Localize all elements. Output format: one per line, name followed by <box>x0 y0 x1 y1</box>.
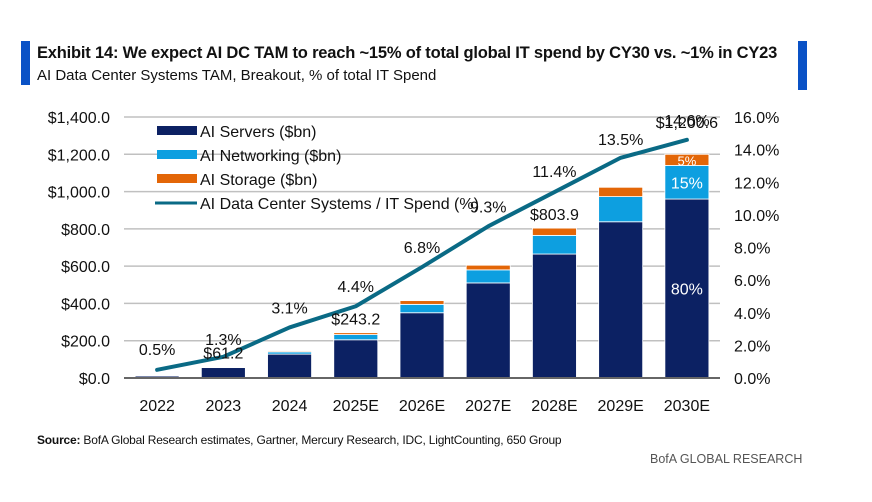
line-data-label: 1.3% <box>205 332 241 349</box>
total-data-label: $61.2 <box>203 346 243 363</box>
exhibit-subtitle: AI Data Center Systems TAM, Breakout, % … <box>37 67 437 84</box>
share-label-storage: 5% <box>677 153 696 168</box>
line-data-label: 4.4% <box>338 279 374 296</box>
accent-bar-right <box>798 41 807 90</box>
x-axis-tick-label: 2025E <box>333 398 379 415</box>
share-label-networking: 15% <box>671 175 703 192</box>
total-data-label: $803.9 <box>530 207 579 224</box>
line-data-label: 14.6% <box>664 113 709 130</box>
y-axis-right-tick-label: 12.0% <box>734 175 779 192</box>
source-note: Source: BofA Global Research estimates, … <box>37 433 562 447</box>
y-axis-right-tick-label: 10.0% <box>734 208 779 225</box>
line-data-label: 11.4% <box>532 164 576 181</box>
bar-servers <box>267 353 312 379</box>
brand-label: BofA GLOBAL RESEARCH <box>650 452 803 466</box>
legend-label: AI Storage ($bn) <box>200 172 317 189</box>
bar-servers <box>200 367 246 379</box>
bar-networking <box>465 269 511 284</box>
bar-storage <box>399 300 445 305</box>
bar-storage <box>267 350 312 353</box>
bar-storage <box>134 374 180 377</box>
y-axis-left-tick-label: $200.0 <box>61 334 110 351</box>
x-axis-tick-label: 2027E <box>465 398 511 415</box>
y-axis-right-tick-label: 4.0% <box>734 306 770 323</box>
source-label: Source: <box>37 433 81 447</box>
bar-storage <box>200 366 246 368</box>
accent-bar-left <box>21 41 30 85</box>
y-axis-left-tick-label: $600.0 <box>61 259 110 276</box>
bar-networking <box>532 234 577 255</box>
y-axis-left-tick-label: $400.0 <box>61 296 110 313</box>
x-axis-tick-label: 2024 <box>272 398 308 415</box>
bar-storage <box>333 332 379 335</box>
y-axis-right-tick-label: 16.0% <box>734 110 779 127</box>
x-axis-tick-label: 2023 <box>206 398 242 415</box>
bar-networking <box>333 334 379 341</box>
y-axis-right-tick-label: 8.0% <box>734 241 770 258</box>
bar-servers <box>333 339 379 379</box>
legend-swatch-servers <box>157 126 197 135</box>
bar-storage <box>465 264 511 271</box>
x-axis-tick-label: 2026E <box>399 398 445 415</box>
legend-label: AI Data Center Systems / IT Spend (%) <box>200 196 479 213</box>
total-data-label: $243.2 <box>331 312 380 329</box>
x-axis-tick-label: 2030E <box>664 398 710 415</box>
bar-servers <box>598 221 644 379</box>
y-axis-left-tick-label: $800.0 <box>61 222 110 239</box>
y-axis-right-tick-label: 2.0% <box>734 338 770 355</box>
y-axis-left-tick-label: $1,000.0 <box>48 185 110 202</box>
line-data-label: 13.5% <box>598 132 643 149</box>
bar-networking <box>664 165 710 200</box>
x-axis-tick-label: 2029E <box>598 398 644 415</box>
bar-storage <box>532 227 577 236</box>
exhibit-title: Exhibit 14: We expect AI DC TAM to reach… <box>37 44 778 62</box>
bar-servers <box>399 312 445 379</box>
line-data-label: 9.3% <box>470 199 506 216</box>
bar-storage <box>664 153 710 166</box>
bar-servers <box>532 253 577 379</box>
line-data-label: 0.5% <box>139 342 175 359</box>
legend-swatch-storage <box>157 174 197 183</box>
line-data-label: 3.1% <box>271 300 307 317</box>
legend-label: AI Servers ($bn) <box>200 124 316 141</box>
y-axis-left-tick-label: $1,200.0 <box>48 147 110 164</box>
y-axis-right-tick-label: 6.0% <box>734 273 770 290</box>
x-axis-tick-label: 2022 <box>139 398 175 415</box>
source-text: BofA Global Research estimates, Gartner,… <box>83 433 562 447</box>
total-data-label: $1,200.6 <box>656 115 718 132</box>
line-data-label: 6.8% <box>404 240 440 257</box>
y-axis-left-tick-label: $1,400.0 <box>48 110 110 127</box>
y-axis-left-tick-label: $0.0 <box>79 371 110 388</box>
legend-swatch-networking <box>157 150 197 159</box>
bar-storage <box>598 186 644 198</box>
legend-label: AI Networking ($bn) <box>200 148 341 165</box>
bar-servers <box>465 282 511 379</box>
share-label-servers: 80% <box>671 282 703 299</box>
y-axis-right-tick-label: 0.0% <box>734 371 770 388</box>
bar-networking <box>399 303 445 314</box>
x-axis-tick-label: 2028E <box>531 398 577 415</box>
bar-networking <box>598 196 644 223</box>
y-axis-right-tick-label: 14.0% <box>734 143 779 160</box>
